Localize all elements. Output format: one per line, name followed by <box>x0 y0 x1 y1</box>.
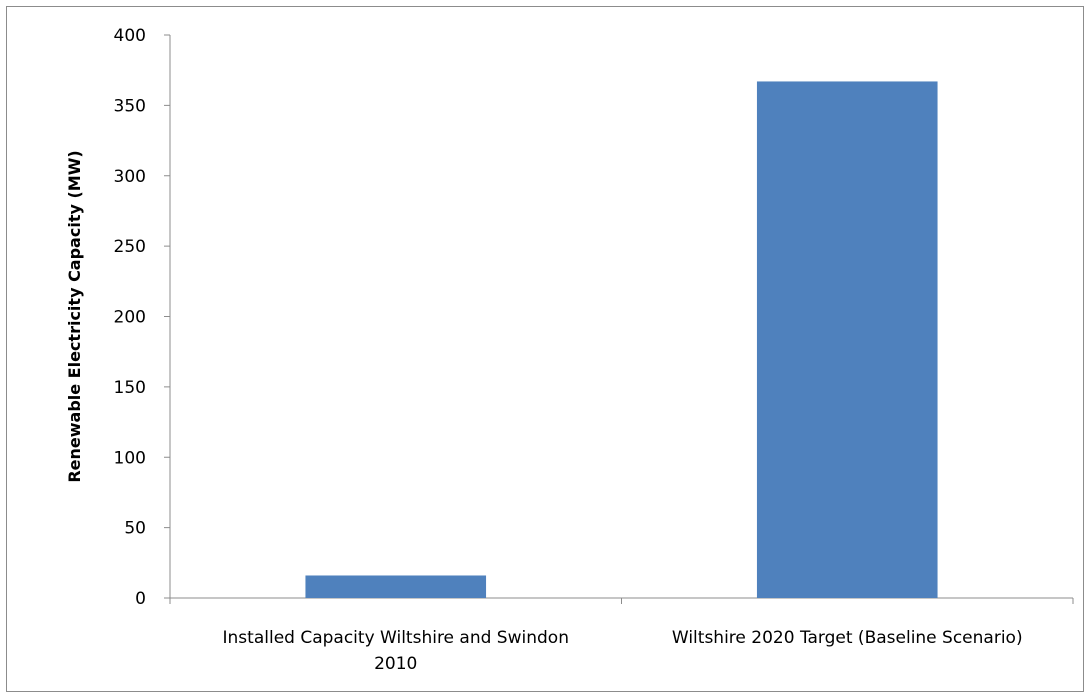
y-tick-label: 150 <box>114 378 146 398</box>
y-tick-label: 50 <box>124 519 146 539</box>
y-axis-ticks: 0 50 100 150 200 250 300 350 400 <box>114 26 170 609</box>
y-tick-label: 200 <box>114 308 146 328</box>
y-tick-label: 350 <box>114 96 146 116</box>
category-label: Installed Capacity Wiltshire and Swindon… <box>223 628 569 674</box>
y-tick-label: 0 <box>135 589 146 609</box>
y-tick-label: 100 <box>114 448 146 468</box>
category-label: Wiltshire 2020 Target (Baseline Scenario… <box>672 628 1023 648</box>
y-axis-label: Renewable Electricity Capacity (MW) <box>65 150 84 482</box>
x-axis-ticks <box>169 598 1074 604</box>
y-tick-label: 250 <box>114 237 146 257</box>
category-labels: Installed Capacity Wiltshire and Swindon… <box>223 628 1023 674</box>
bar <box>305 575 487 598</box>
y-tick-label: 400 <box>114 26 146 46</box>
y-tick-label: 300 <box>114 167 146 187</box>
bars <box>305 81 938 598</box>
bar <box>756 81 938 598</box>
